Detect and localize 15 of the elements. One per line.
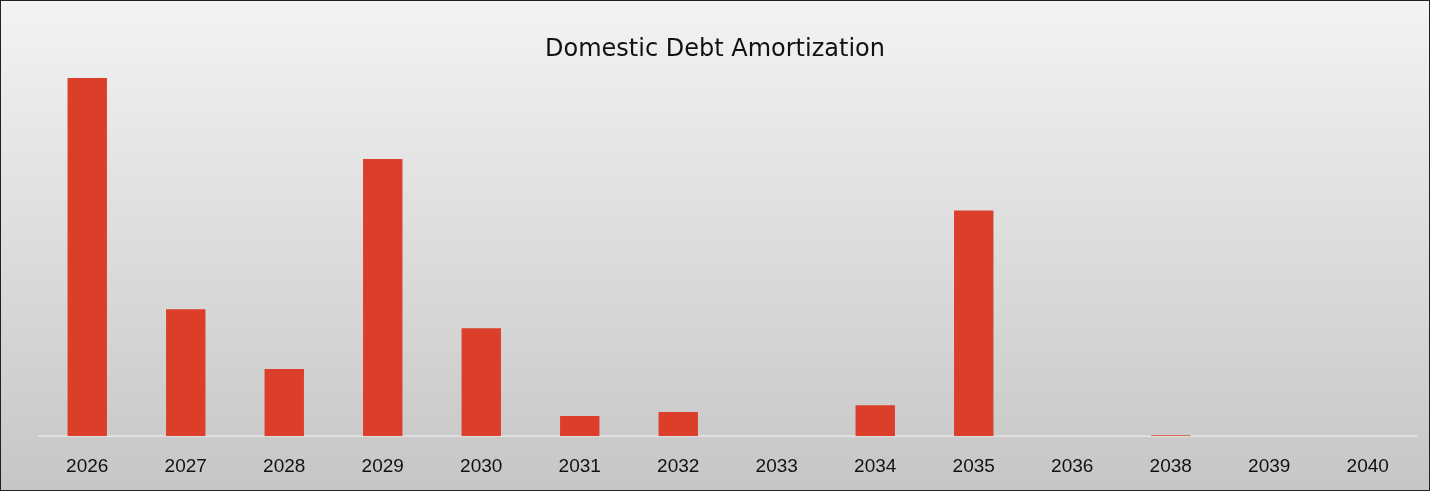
x-tick-label: 2033 xyxy=(755,455,798,476)
x-tick-label: 2036 xyxy=(1051,455,1094,476)
x-tick-label: 2027 xyxy=(164,455,207,476)
x-tick-label: 2038 xyxy=(1149,455,1192,476)
x-tick-label: 2034 xyxy=(854,455,897,476)
x-tick-label: 2040 xyxy=(1346,455,1389,476)
x-tick-label: 2030 xyxy=(460,455,503,476)
x-tick-label: 2035 xyxy=(952,455,995,476)
x-tick-label: 2031 xyxy=(558,455,601,476)
x-tick-label: 2029 xyxy=(361,455,404,476)
x-tick-label: 2032 xyxy=(657,455,700,476)
x-tick-label: 2028 xyxy=(263,455,306,476)
x-tick-label: 2039 xyxy=(1248,455,1291,476)
chart-title: Domestic Debt Amortization xyxy=(545,34,885,62)
x-tick-label: 2026 xyxy=(66,455,109,476)
